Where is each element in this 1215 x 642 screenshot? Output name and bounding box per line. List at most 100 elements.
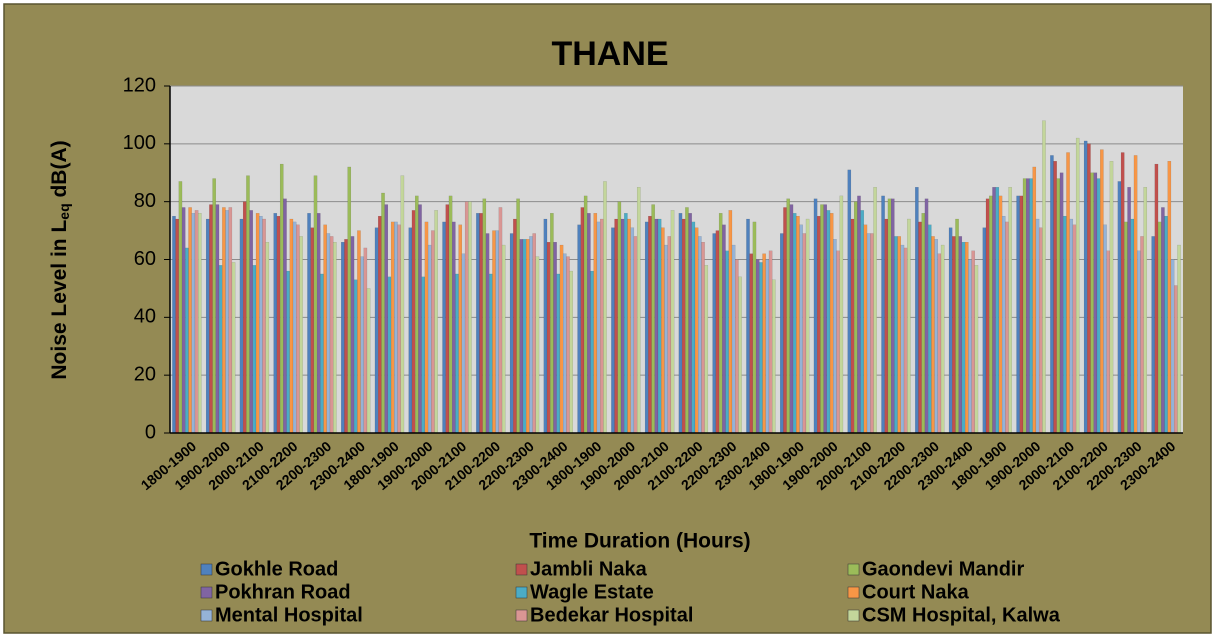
legend-swatch [847, 563, 860, 576]
bar [384, 204, 389, 434]
bar [783, 207, 787, 434]
bar [556, 273, 561, 434]
bar [181, 207, 186, 434]
bar [1177, 244, 1181, 434]
bar [1140, 236, 1144, 434]
legend-label: CSM Hospital, Kalwa [862, 604, 1061, 626]
y-axis-title-part: dB(A) [48, 140, 71, 203]
y-axis-title-part: Noise Level in L [48, 220, 71, 380]
bar [627, 218, 631, 434]
bar [1019, 195, 1024, 434]
bar [955, 218, 959, 434]
bar [596, 221, 601, 434]
bar [780, 233, 784, 434]
bar [1127, 187, 1131, 434]
bar [857, 195, 861, 434]
legend-label: Wagle Estate [530, 581, 654, 603]
bar [633, 236, 638, 434]
bar [1056, 178, 1061, 434]
bar [722, 224, 726, 434]
y-tick-label: 120 [123, 74, 156, 96]
chart-title: THANE [551, 35, 668, 73]
legend-swatch [200, 563, 213, 576]
y-axis-title-sub: eq [56, 203, 72, 219]
bar [1072, 224, 1077, 434]
bar [563, 253, 567, 434]
bar [445, 204, 450, 434]
bar [688, 213, 692, 434]
bar [357, 230, 361, 434]
bar [789, 204, 794, 434]
bar [246, 175, 250, 434]
bar [718, 213, 723, 434]
bar [218, 265, 223, 434]
bar [850, 218, 855, 434]
bar [283, 198, 287, 434]
bar [394, 221, 398, 434]
bar [461, 253, 466, 434]
bar [792, 213, 797, 434]
bar [860, 210, 864, 434]
bar [185, 247, 189, 434]
bar [320, 273, 324, 434]
bar [492, 230, 496, 434]
bar [205, 218, 210, 434]
bar [924, 198, 929, 434]
y-axis-title: Noise Level in Leq dB(A) [48, 140, 72, 379]
bar [387, 276, 392, 434]
bar [366, 288, 371, 434]
bar [982, 227, 987, 434]
bar [762, 253, 766, 434]
bar [431, 230, 435, 434]
bar [329, 236, 334, 434]
bar [424, 221, 429, 434]
y-tick-label: 80 [134, 190, 156, 212]
bar [854, 201, 858, 434]
bar [485, 233, 490, 434]
bar [1130, 218, 1135, 434]
bar [225, 210, 229, 434]
bar [624, 213, 628, 434]
bar [958, 236, 963, 434]
bar [390, 221, 395, 434]
bar [820, 204, 824, 434]
legend-swatch [515, 586, 528, 599]
legend-label: Gokhle Road [215, 558, 338, 580]
legend-label: Bedekar Hospital [530, 604, 693, 626]
bar [927, 224, 932, 434]
bar [418, 204, 422, 434]
bar [262, 218, 266, 434]
bar [768, 250, 773, 434]
bar [316, 213, 321, 434]
bar [526, 239, 530, 434]
bar [772, 279, 776, 434]
bar [715, 230, 720, 434]
legend-swatch [847, 586, 860, 599]
bar [1005, 221, 1009, 434]
bar [231, 262, 236, 434]
bar [479, 213, 483, 434]
bar [1093, 172, 1098, 434]
bar [434, 210, 438, 434]
bar [323, 224, 327, 434]
bar [421, 276, 426, 434]
y-tick-label: 20 [134, 363, 156, 385]
bar [921, 213, 926, 434]
bar [995, 187, 1000, 434]
bar [1016, 195, 1020, 434]
bar [614, 218, 618, 434]
bar [455, 273, 459, 434]
bar [701, 241, 705, 434]
bar [1137, 250, 1141, 434]
bar [985, 198, 990, 434]
bar [1050, 155, 1054, 434]
bar [765, 259, 770, 434]
bar [873, 187, 877, 434]
bar [735, 259, 739, 434]
bar [326, 233, 331, 434]
bar [593, 213, 598, 434]
legend-swatch [515, 609, 528, 622]
bar [664, 244, 668, 434]
bar [452, 221, 456, 434]
